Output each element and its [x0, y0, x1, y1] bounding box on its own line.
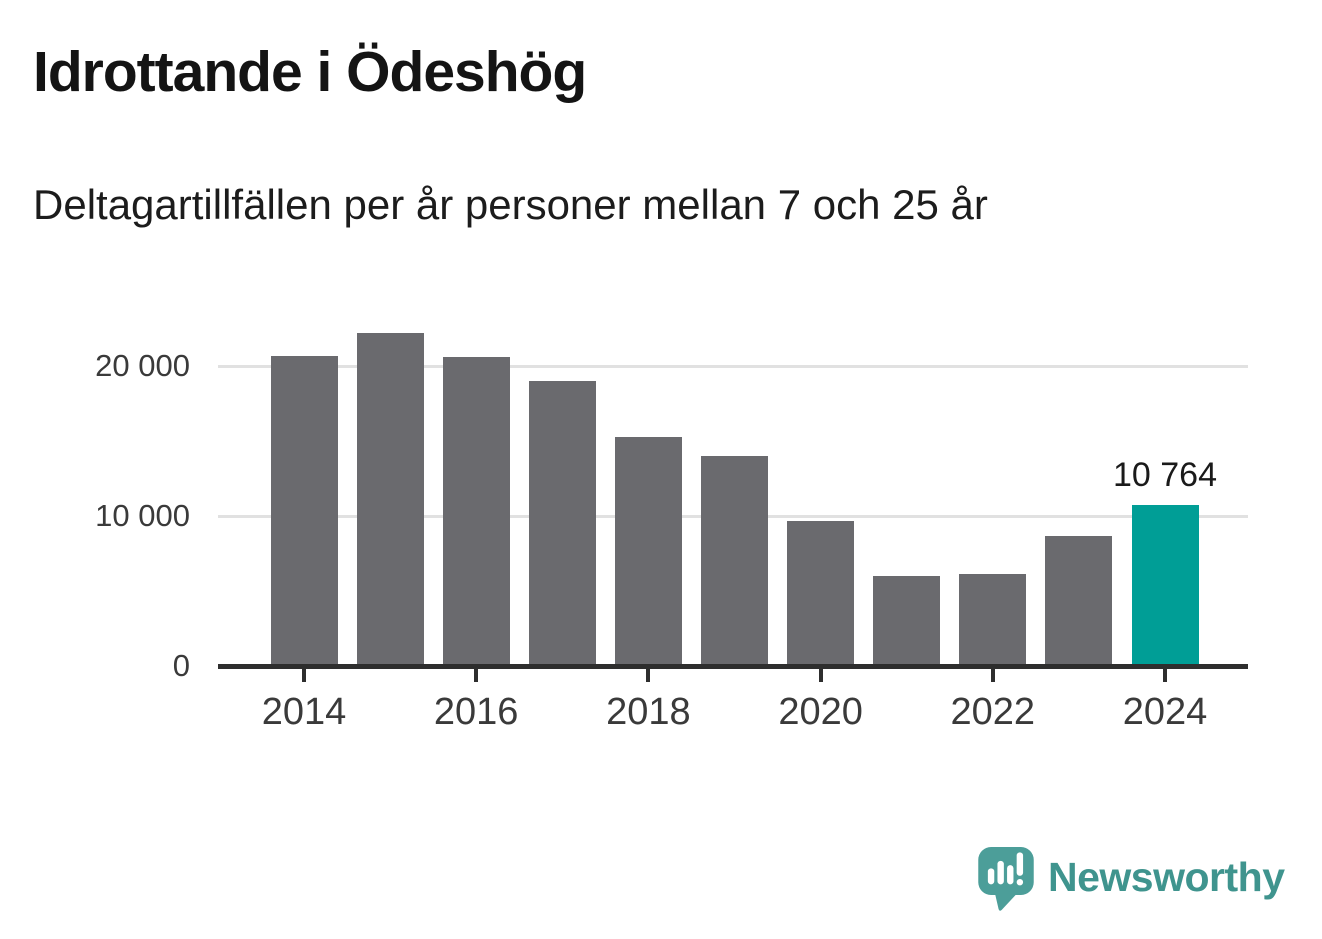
x-axis-line	[218, 663, 1248, 669]
chart-title: Idrottande i Ödeshög	[33, 40, 587, 104]
x-tick-label-2018: 2018	[606, 691, 691, 733]
newsworthy-bubble-chart-icon	[978, 847, 1034, 911]
bar-2021	[873, 575, 941, 666]
bar-value-label: 10 764	[1113, 455, 1217, 494]
bar-2024	[1131, 504, 1199, 666]
bar-2017	[528, 381, 596, 666]
bar-2014	[270, 355, 338, 666]
bar-2016	[442, 356, 510, 666]
y-tick-label-10000: 10 000	[95, 498, 190, 534]
newsworthy-logo: Newsworthy	[978, 847, 1308, 917]
bar-2019	[701, 455, 768, 666]
newsworthy-wordmark: Newsworthy	[1048, 854, 1285, 900]
x-tick-2020	[818, 668, 823, 682]
bar-2023	[1045, 535, 1113, 666]
x-tick-label-2014: 2014	[261, 691, 347, 733]
x-tick-2014	[302, 668, 306, 682]
x-tick-2024	[1163, 668, 1167, 682]
x-tick-label-2022: 2022	[950, 691, 1036, 733]
bar-2022	[959, 574, 1027, 666]
bar-2018	[614, 436, 682, 666]
x-tick-2016	[474, 668, 479, 682]
bar-2020	[787, 520, 855, 666]
x-tick-label-2024: 2024	[1122, 691, 1208, 733]
x-tick-2022	[990, 668, 995, 682]
gridline-20000	[218, 364, 1248, 368]
chart-subtitle: Deltagartillfällen per år personer mella…	[33, 181, 988, 228]
y-tick-label-0: 0	[172, 648, 190, 683]
bar-2015	[356, 332, 424, 666]
x-tick-label-2020: 2020	[778, 691, 863, 733]
x-tick-2018	[646, 668, 651, 682]
x-tick-label-2016: 2016	[433, 691, 519, 733]
y-tick-label-20000: 20 000	[95, 348, 190, 384]
